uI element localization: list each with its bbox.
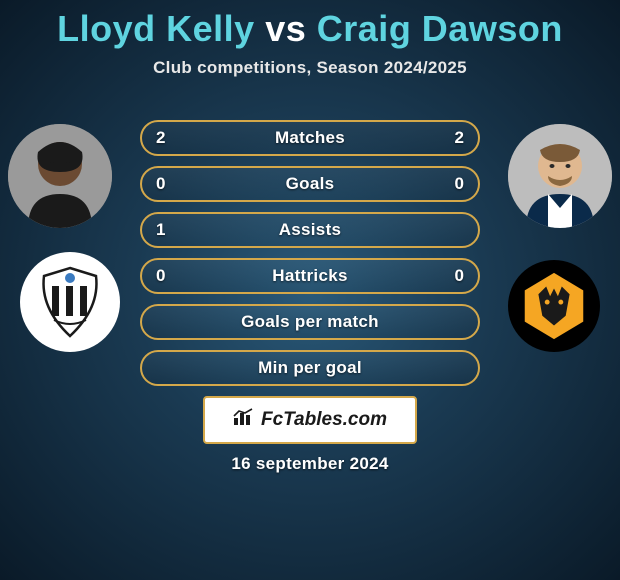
stat-row-matches: 2 Matches 2 [140,120,480,156]
stat-label: Goals per match [142,312,478,332]
stat-label: Min per goal [142,358,478,378]
stat-label: Matches [142,128,478,148]
wolves-crest [508,260,600,352]
source-text: FcTables.com [261,409,387,431]
newcastle-crest [20,252,120,352]
stat-row-goals-per-match: Goals per match [140,304,480,340]
source-badge: FcTables.com [203,396,417,444]
stats-container: 2 Matches 2 0 Goals 0 1 Assists 0 Hattri… [140,120,480,396]
stat-label: Hattricks [142,266,478,286]
player1-avatar [8,124,112,228]
date-text: 16 september 2024 [0,454,620,474]
comparison-title: Lloyd Kelly vs Craig Dawson [0,0,620,50]
subtitle: Club competitions, Season 2024/2025 [0,58,620,78]
stat-row-hattricks: 0 Hattricks 0 [140,258,480,294]
chart-icon [233,408,255,432]
stat-row-min-per-goal: Min per goal [140,350,480,386]
player2-avatar [508,124,612,228]
stat-label: Assists [142,220,478,240]
stat-label: Goals [142,174,478,194]
stat-row-assists: 1 Assists [140,212,480,248]
player1-name: Lloyd Kelly [57,8,255,49]
player2-name: Craig Dawson [317,8,563,49]
vs-text: vs [265,8,306,49]
stat-row-goals: 0 Goals 0 [140,166,480,202]
